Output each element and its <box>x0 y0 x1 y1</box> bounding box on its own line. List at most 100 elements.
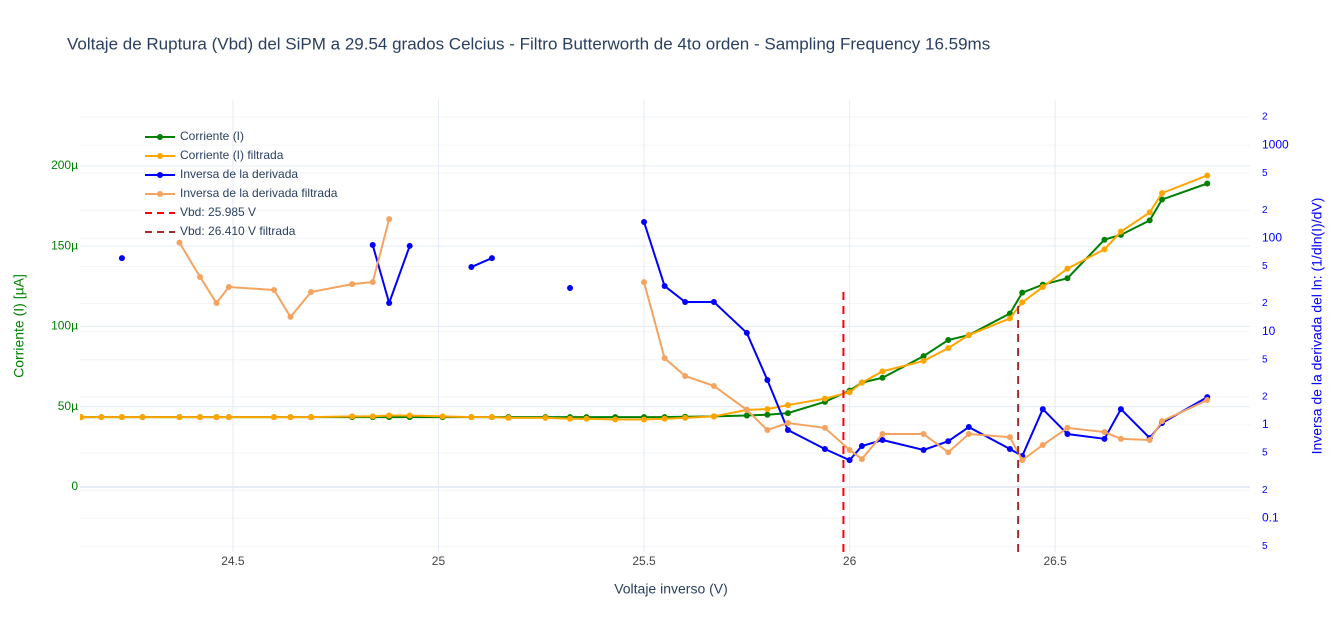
data-point <box>764 411 771 418</box>
data-point <box>710 299 717 306</box>
y2-tick-label: 5 <box>1262 354 1268 365</box>
y-tick-label: 150µ <box>51 238 78 252</box>
data-point <box>920 446 927 453</box>
data-point <box>225 284 232 291</box>
data-point <box>965 332 972 339</box>
data-point <box>439 413 446 420</box>
data-point <box>386 299 393 306</box>
data-point <box>710 413 717 420</box>
series-line <box>80 174 1208 421</box>
data-point <box>879 368 886 375</box>
data-point <box>468 414 475 421</box>
data-point <box>764 377 771 384</box>
y2-tick-label: 1 <box>1262 417 1269 431</box>
y2-tick-label: 10 <box>1262 324 1276 338</box>
data-point <box>98 414 105 421</box>
data-point <box>846 457 853 464</box>
data-point <box>1204 172 1211 179</box>
data-point <box>1019 289 1026 296</box>
data-point <box>965 424 972 431</box>
data-point <box>784 402 791 409</box>
data-point <box>1101 246 1108 253</box>
data-point <box>1064 275 1071 282</box>
data-point <box>1101 435 1108 442</box>
data-point <box>641 218 648 225</box>
data-point <box>821 395 828 402</box>
data-point <box>567 284 574 291</box>
data-point <box>710 382 717 389</box>
data-point <box>945 345 952 352</box>
y2-tick-label: 5 <box>1262 541 1268 552</box>
y-tick-label: 200µ <box>51 158 78 172</box>
data-point <box>271 286 278 293</box>
y2-tick-label: 1000 <box>1262 137 1289 151</box>
data-point <box>1039 284 1046 291</box>
data-point <box>567 415 574 422</box>
data-point <box>213 299 220 306</box>
data-point <box>1039 406 1046 413</box>
data-point <box>945 449 952 456</box>
data-point <box>920 357 927 364</box>
data-point <box>308 289 315 296</box>
data-point <box>139 414 146 421</box>
legend-marker <box>157 153 163 159</box>
data-point <box>488 255 495 262</box>
data-point <box>1117 406 1124 413</box>
data-point <box>1101 236 1108 243</box>
data-point <box>1064 265 1071 272</box>
data-point <box>1204 180 1211 187</box>
data-point <box>1159 418 1166 425</box>
y2-tick-label: 0.1 <box>1262 510 1279 524</box>
y2-tick-label: 2 <box>1262 392 1268 403</box>
data-point <box>1019 457 1026 464</box>
data-point <box>176 414 183 421</box>
data-point <box>287 414 294 421</box>
data-point <box>821 424 828 431</box>
data-point <box>197 273 204 280</box>
data-point <box>858 379 865 386</box>
grid <box>80 100 1250 552</box>
y2-tick-label: 2 <box>1262 205 1268 216</box>
x-tick-label: 26.5 <box>1043 554 1067 568</box>
data-point <box>661 415 668 422</box>
x-tick-label: 25.5 <box>632 554 656 568</box>
legend-label: Corriente (I) <box>180 129 244 143</box>
data-point <box>1159 196 1166 203</box>
y2-tick-label: 5 <box>1262 448 1268 459</box>
series-line <box>371 244 411 307</box>
data-point <box>965 431 972 438</box>
data-point <box>1064 431 1071 438</box>
data-point <box>468 264 475 271</box>
legend-label: Corriente (I) filtrada <box>180 148 284 162</box>
data-point <box>1117 435 1124 442</box>
data-point <box>764 406 771 413</box>
data-point <box>1146 209 1153 216</box>
data-point <box>682 372 689 379</box>
x-axis-title: Voltaje inverso (V) <box>614 581 728 597</box>
data-point <box>879 374 886 381</box>
y-tick-label: 100µ <box>51 319 78 333</box>
series-line <box>178 218 391 319</box>
y-axis-title: Corriente (I) [µA] <box>11 274 27 378</box>
data-point <box>213 414 220 421</box>
y2-tick-label: 2 <box>1262 112 1268 123</box>
data-point <box>879 431 886 438</box>
y2-tick-label: 5 <box>1262 168 1268 179</box>
legend-label: Inversa de la derivada filtrada <box>180 186 338 200</box>
data-point <box>369 241 376 248</box>
data-point <box>118 414 125 421</box>
data-point <box>1146 437 1153 444</box>
data-point <box>1006 315 1013 322</box>
data-point <box>920 431 927 438</box>
y2-tick-label: 100 <box>1262 231 1282 245</box>
data-point <box>583 415 590 422</box>
data-point <box>1006 434 1013 441</box>
chart-title: Voltaje de Ruptura (Vbd) del SiPM a 29.5… <box>67 34 990 53</box>
data-point <box>879 437 886 444</box>
legend-label: Vbd: 25.985 V <box>180 205 256 219</box>
data-point <box>682 414 689 421</box>
data-point <box>287 313 294 320</box>
data-point <box>682 299 689 306</box>
data-point <box>784 420 791 427</box>
